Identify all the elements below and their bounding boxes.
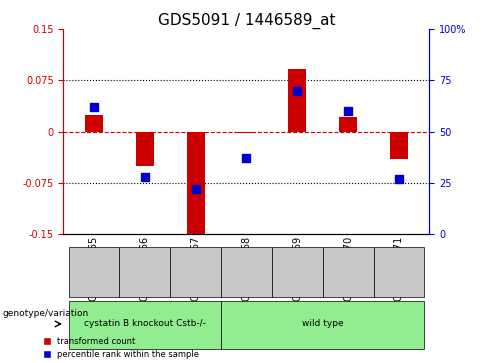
Bar [272,247,323,297]
Point [395,176,403,182]
Bar [68,247,120,297]
Legend: transformed count, percentile rank within the sample: transformed count, percentile rank withi… [43,337,199,359]
Bar [339,117,357,132]
Title: GDS5091 / 1446589_at: GDS5091 / 1446589_at [158,13,335,29]
Bar [187,132,204,238]
Bar [390,132,408,159]
Bar [238,132,255,133]
Text: genotype/variation: genotype/variation [2,310,89,318]
Bar [136,132,154,166]
Bar [68,301,221,349]
Point [293,88,301,94]
Bar [85,114,103,132]
Point [90,104,98,110]
Bar [288,69,306,132]
Point [192,186,200,192]
Bar [120,247,170,297]
Bar [373,247,425,297]
Text: cystatin B knockout Cstb-/-: cystatin B knockout Cstb-/- [84,319,206,329]
Bar [170,247,221,297]
Point [141,174,149,180]
Bar [323,247,373,297]
Point [243,155,250,161]
Point [344,108,352,114]
Bar [221,247,272,297]
Text: wild type: wild type [302,319,344,329]
Bar [221,301,425,349]
